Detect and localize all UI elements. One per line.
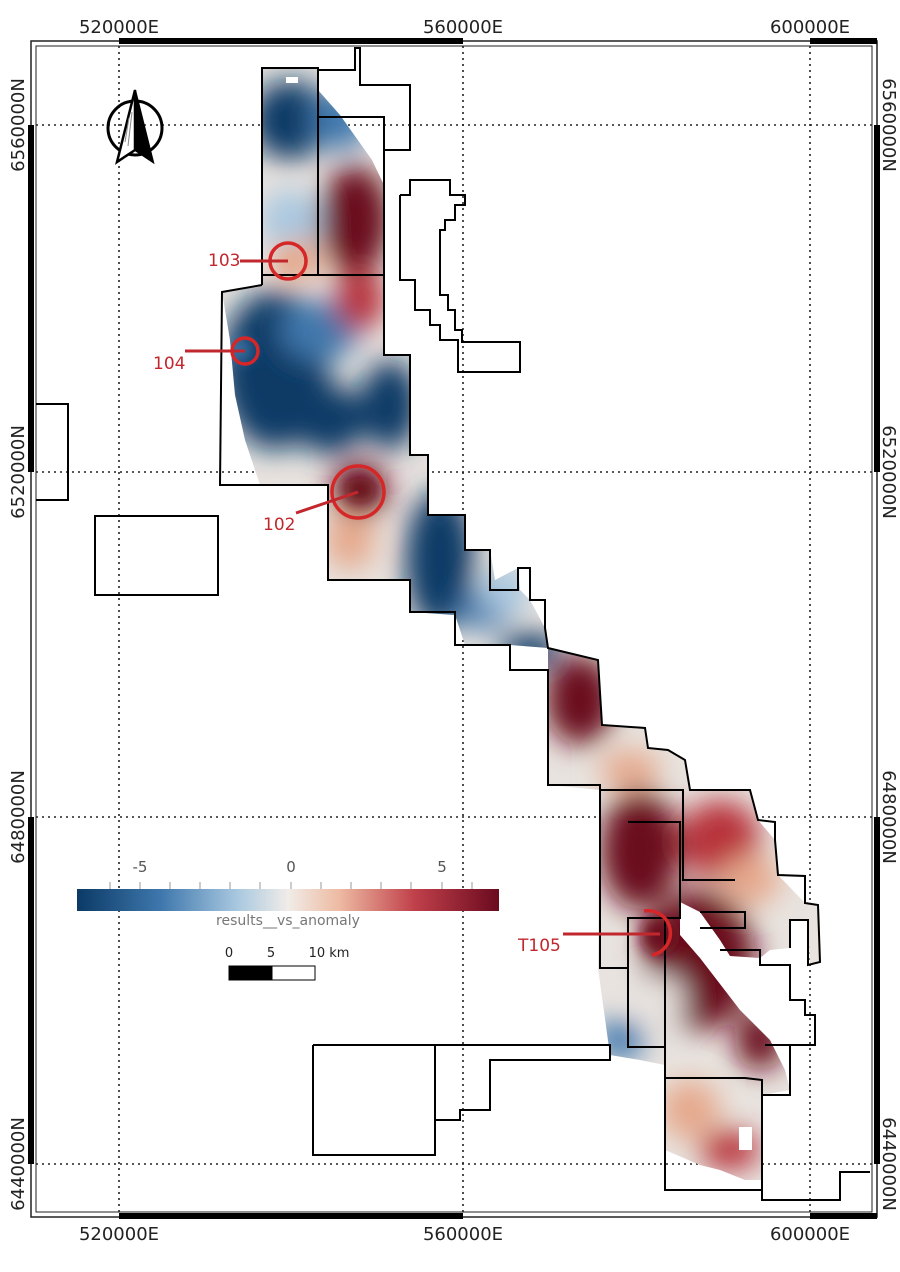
colour-legend: -5 0 5 results__vs_anomaly — [77, 858, 499, 929]
northing-label-left-6480000: 6480000N — [8, 770, 29, 864]
northing-label-right-6440000: 6440000N — [878, 1117, 899, 1211]
legend-tick-neg5: -5 — [133, 858, 148, 876]
northing-label-left-6440000: 6440000N — [8, 1117, 29, 1211]
legend-colour-ramp — [77, 889, 499, 911]
north-arrow-icon — [106, 89, 164, 165]
northing-label-right-6520000: 6520000N — [878, 425, 899, 519]
surface-gap — [286, 77, 298, 83]
legend-tick-5: 5 — [437, 858, 447, 876]
surface-gap — [739, 1127, 752, 1150]
scale-label-10km: 10 km — [309, 946, 350, 961]
legend-title: results__vs_anomaly — [216, 913, 360, 929]
northing-label-left-6560000: 6560000N — [8, 78, 29, 172]
northing-label-right-6480000: 6480000N — [878, 770, 899, 864]
easting-label-top-600000: 600000E — [770, 17, 850, 38]
target-label-104: 104 — [153, 354, 185, 374]
northing-label-right-6560000: 6560000N — [878, 78, 899, 172]
target-circle-102[interactable] — [330, 464, 386, 520]
easting-label-top-560000: 560000E — [423, 17, 503, 38]
target-label-102: 102 — [263, 515, 295, 535]
target-label-103: 103 — [208, 251, 240, 271]
map-inner-frame — [35, 45, 873, 1213]
legend-tick-0: 0 — [286, 858, 296, 876]
scale-label-5: 5 — [267, 946, 275, 961]
scale-bar: 0 5 10 km — [225, 946, 350, 981]
easting-label-bottom-600000: 600000E — [770, 1224, 850, 1245]
easting-label-bottom-520000: 520000E — [79, 1224, 159, 1245]
target-markers: 103 104 102 T105 — [153, 241, 673, 957]
easting-label-bottom-560000: 560000E — [423, 1224, 503, 1245]
easting-label-top-520000: 520000E — [79, 17, 159, 38]
scale-label-0: 0 — [225, 946, 233, 961]
coordinate-labels: 520000E 560000E 600000E 520000E 560000E … — [8, 17, 899, 1245]
frame-bars — [28, 38, 880, 1219]
target-circle-t105[interactable] — [643, 908, 673, 957]
target-label-t105: T105 — [517, 936, 561, 956]
northing-label-left-6520000: 6520000N — [8, 425, 29, 519]
